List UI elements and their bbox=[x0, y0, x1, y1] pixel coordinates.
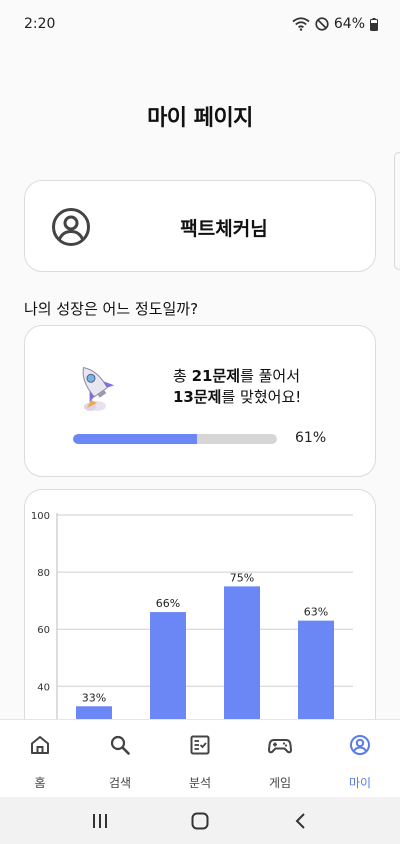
growth-summary: 총 21문제를 풀어서 13문제를 맞혔어요! bbox=[173, 366, 301, 408]
back-button[interactable] bbox=[280, 801, 320, 841]
nav-item-search[interactable]: 검색 bbox=[80, 720, 160, 797]
bottom-navigation: 홈 검색 분석 bbox=[0, 719, 400, 797]
nav-label-search: 검색 bbox=[108, 776, 132, 790]
back-chevron-icon bbox=[295, 812, 305, 829]
summary-prefix: 총 bbox=[173, 367, 192, 385]
solved-count: 21문제 bbox=[191, 367, 241, 385]
status-bar: 2:20 64% bbox=[0, 0, 400, 48]
analysis-icon bbox=[189, 734, 211, 760]
progress-percent: 61% bbox=[295, 430, 327, 446]
nav-label-my: 마이 bbox=[348, 776, 372, 790]
system-navigation-bar bbox=[0, 797, 400, 844]
nav-item-home[interactable]: 홈 bbox=[0, 720, 80, 797]
y-tick-label: 60 bbox=[37, 625, 50, 636]
nav-label-home: 홈 bbox=[34, 776, 46, 790]
nav-label-analysis: 분석 bbox=[188, 776, 212, 790]
battery-percent: 64% bbox=[333, 16, 365, 32]
status-time: 2:20 bbox=[24, 16, 56, 32]
nav-label-game: 게임 bbox=[268, 776, 292, 790]
rocket-icon bbox=[75, 362, 117, 418]
profile-card[interactable]: 팩트체커님 bbox=[24, 180, 376, 272]
bar-data-label: 75% bbox=[230, 571, 254, 584]
gamepad-icon bbox=[268, 734, 292, 760]
bar-data-label: 33% bbox=[82, 691, 106, 704]
status-icons: 64% bbox=[292, 16, 378, 32]
growth-section-title: 나의 성장은 어느 정도일까? bbox=[24, 300, 199, 318]
progress-bar bbox=[73, 434, 277, 444]
home-button[interactable] bbox=[180, 801, 220, 841]
y-tick-label: 100 bbox=[31, 511, 50, 522]
progress-card: 총 21문제를 풀어서 13문제를 맞혔어요! 61% bbox=[24, 325, 376, 477]
search-icon bbox=[109, 734, 131, 760]
bar-data-label: 66% bbox=[156, 597, 180, 610]
summary-suffix-1: 를 풀어서 bbox=[240, 367, 301, 385]
home-icon bbox=[29, 734, 51, 760]
nav-item-game[interactable]: 게임 bbox=[240, 720, 320, 797]
nav-item-my[interactable]: 마이 bbox=[320, 720, 400, 797]
page-title: 마이 페이지 bbox=[147, 106, 253, 131]
correct-count: 13문제 bbox=[173, 388, 222, 406]
y-tick-label: 40 bbox=[37, 682, 50, 693]
do-not-disturb-icon bbox=[315, 17, 329, 31]
recent-apps-icon bbox=[93, 813, 107, 828]
home-square-icon bbox=[191, 812, 209, 829]
summary-line-2: 13문제를 맞혔어요! bbox=[173, 387, 301, 408]
profile-icon bbox=[349, 734, 371, 760]
recent-apps-button[interactable] bbox=[80, 801, 120, 841]
profile-nickname: 팩트체커님 bbox=[180, 218, 268, 240]
battery-icon bbox=[370, 17, 378, 31]
nav-item-analysis[interactable]: 분석 bbox=[160, 720, 240, 797]
edge-panel-handle[interactable] bbox=[394, 152, 400, 270]
user-circle-icon bbox=[51, 207, 91, 251]
y-tick-label: 80 bbox=[37, 568, 50, 579]
summary-suffix-2: 를 맞혔어요! bbox=[221, 388, 302, 406]
wifi-icon bbox=[292, 17, 310, 31]
progress-bar-fill bbox=[73, 434, 198, 444]
bar-data-label: 63% bbox=[304, 606, 328, 619]
summary-line-1: 총 21문제를 풀어서 bbox=[173, 366, 301, 387]
